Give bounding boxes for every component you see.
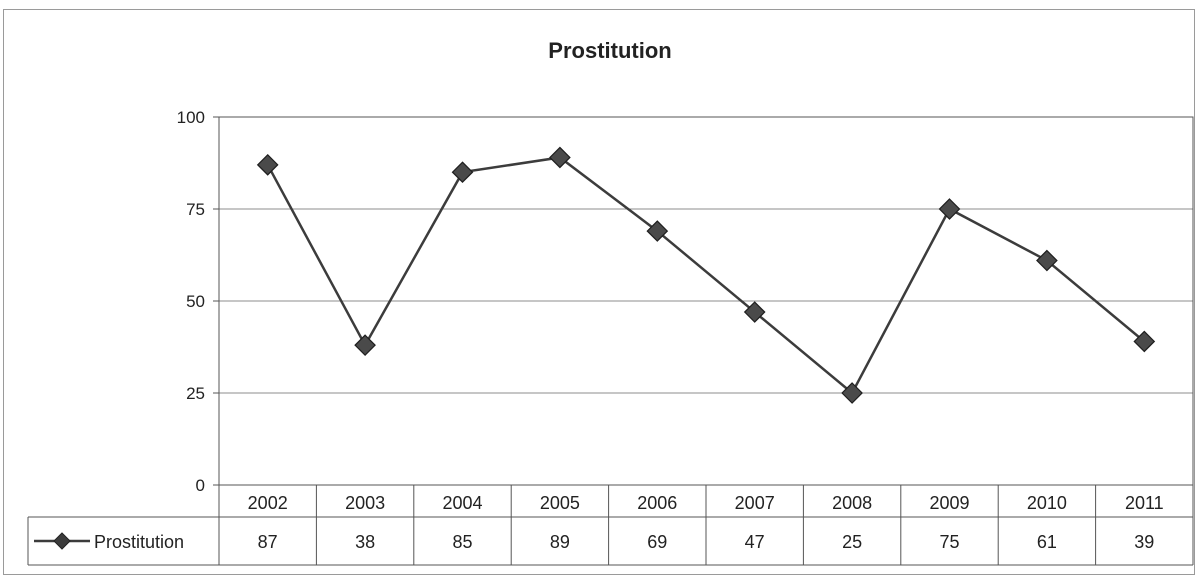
- series-line: [266, 156, 1146, 395]
- data-point-marker: [743, 301, 766, 323]
- data-point-marker: [1133, 330, 1156, 353]
- data-table-value: 89: [550, 532, 570, 552]
- data-table-value: 85: [452, 532, 472, 552]
- chart-title: Prostitution: [548, 38, 671, 63]
- data-table-value: 38: [355, 532, 375, 552]
- series-prostitution: [256, 146, 1156, 404]
- data-table-value: 39: [1134, 532, 1154, 552]
- data-table-value: 47: [745, 532, 765, 552]
- category-label: 2007: [735, 493, 775, 513]
- data-point-marker: [1036, 249, 1058, 272]
- category-label: 2008: [832, 493, 872, 513]
- data-point-marker: [646, 220, 669, 242]
- data-point-marker: [938, 198, 961, 220]
- category-label: 2003: [345, 493, 385, 513]
- category-label: 2002: [248, 493, 288, 513]
- y-tick-label: 0: [196, 476, 205, 495]
- data-point-marker: [354, 334, 376, 357]
- data-table: 2002 87 2003 38 2004 85 2005 89 2006 69 2007 47 2008…: [27, 485, 1194, 566]
- category-label: 2010: [1027, 493, 1067, 513]
- data-table-value: 69: [647, 532, 667, 552]
- gridlines: [219, 208, 1193, 394]
- data-point-marker: [841, 382, 863, 404]
- category-label: 2009: [929, 493, 969, 513]
- legend-label: Prostitution: [94, 532, 184, 552]
- y-tick-label: 50: [186, 292, 205, 311]
- data-table-value: 61: [1037, 532, 1057, 552]
- data-point-marker: [256, 153, 279, 176]
- category-label: 2011: [1125, 493, 1164, 513]
- y-tick-label: 100: [177, 108, 205, 127]
- category-label: 2006: [637, 493, 677, 513]
- data-table-value: 25: [842, 532, 862, 552]
- chart-frame: [3, 9, 1195, 575]
- data-point-marker: [549, 146, 571, 169]
- y-tick-label: 75: [186, 200, 205, 219]
- category-label: 2005: [540, 493, 580, 513]
- data-point-marker: [451, 161, 474, 184]
- data-table-value: 87: [258, 532, 278, 552]
- legend-marker: [53, 532, 71, 550]
- y-tick-label: 25: [186, 384, 205, 403]
- category-label: 2004: [442, 493, 482, 513]
- y-axis: 0 25 50 75 100: [177, 108, 219, 495]
- data-table-value: 75: [939, 532, 959, 552]
